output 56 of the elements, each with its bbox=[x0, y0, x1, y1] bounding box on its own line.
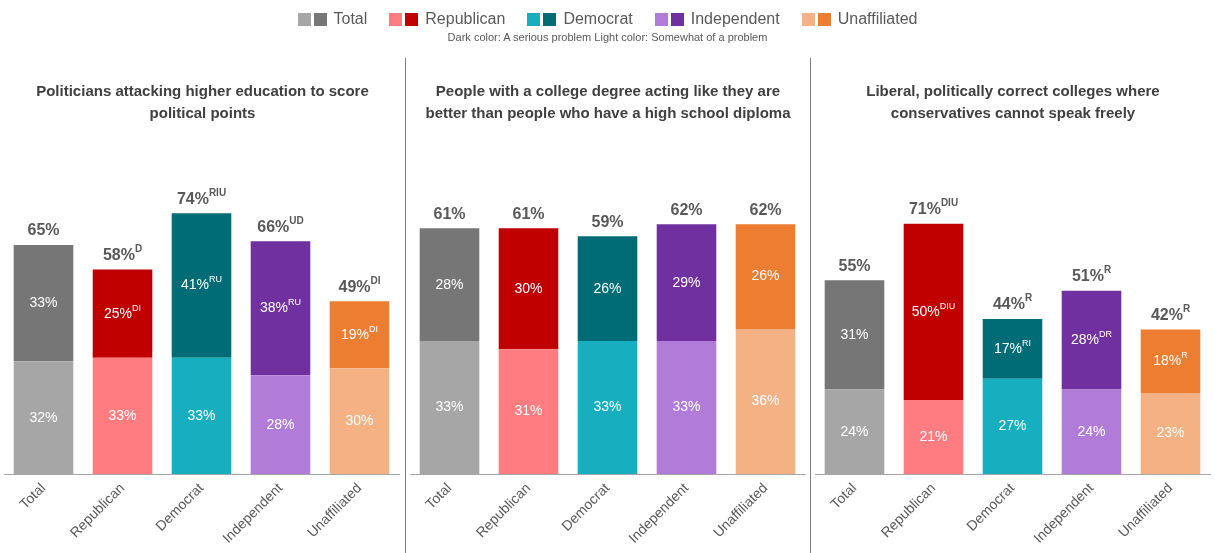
total-label: 59% bbox=[591, 212, 624, 230]
data-label: 32% bbox=[29, 408, 58, 425]
bar bbox=[656, 224, 717, 342]
bar bbox=[824, 280, 885, 390]
total-label: 62% bbox=[749, 200, 782, 218]
data-label: 33% bbox=[672, 398, 701, 415]
bar bbox=[735, 224, 796, 330]
data-label: 33% bbox=[108, 406, 137, 423]
category-label: Total bbox=[333, 10, 368, 27]
category-label: Unaffiliated bbox=[837, 10, 918, 27]
data-label: 33% bbox=[593, 398, 622, 415]
bar bbox=[498, 228, 559, 350]
bar bbox=[735, 329, 796, 475]
bar bbox=[419, 228, 480, 342]
data-label: 28% bbox=[435, 275, 464, 292]
data-label: 21% bbox=[919, 427, 948, 444]
data-label: 30% bbox=[514, 279, 543, 296]
data-label: 23% bbox=[1156, 424, 1185, 441]
bar bbox=[1140, 392, 1201, 475]
data-label: 24% bbox=[840, 422, 869, 439]
total-label: 62% bbox=[670, 200, 703, 218]
total-label: 61% bbox=[433, 204, 466, 222]
data-label: 26% bbox=[751, 267, 780, 284]
data-label: 33% bbox=[29, 293, 58, 310]
bar bbox=[577, 236, 638, 342]
chart-title: Politicians attacking higher education to score political points bbox=[35, 81, 370, 123]
data-label: 24% bbox=[1077, 422, 1106, 439]
category-label: Democrat bbox=[563, 10, 633, 27]
data-label: 30% bbox=[345, 412, 374, 429]
bar bbox=[982, 378, 1043, 475]
category-label: Independent bbox=[690, 10, 780, 27]
total-label: 55% bbox=[838, 256, 871, 274]
data-label: 36% bbox=[751, 392, 780, 409]
data-label: 26% bbox=[593, 279, 622, 296]
bar bbox=[577, 341, 638, 475]
chart-title: Liberal, politically correct colleges where conservatives cannot speak freely bbox=[865, 81, 1161, 123]
bar bbox=[498, 349, 559, 475]
total-label: 65% bbox=[27, 221, 60, 239]
data-label: 28% bbox=[266, 415, 295, 432]
bar bbox=[1061, 389, 1122, 475]
data-label: 33% bbox=[187, 406, 216, 423]
bar bbox=[903, 223, 964, 401]
bar bbox=[903, 400, 964, 475]
total-label: 61% bbox=[512, 204, 545, 222]
data-label: 33% bbox=[435, 398, 464, 415]
data-label: 29% bbox=[672, 273, 701, 290]
data-label: 27% bbox=[998, 417, 1027, 434]
data-label: 31% bbox=[840, 325, 869, 342]
chart-title: People with a college degree acting like they are better than people who have a high school diploma bbox=[424, 81, 792, 123]
category-label: Republican bbox=[425, 10, 506, 27]
bar bbox=[1140, 329, 1201, 393]
data-label: 31% bbox=[514, 402, 543, 419]
text: Dark color: A serious problem Light color: Somewhat of a problem bbox=[446, 31, 769, 43]
bar bbox=[982, 318, 1043, 379]
bar bbox=[656, 341, 717, 475]
bar bbox=[1061, 290, 1122, 390]
